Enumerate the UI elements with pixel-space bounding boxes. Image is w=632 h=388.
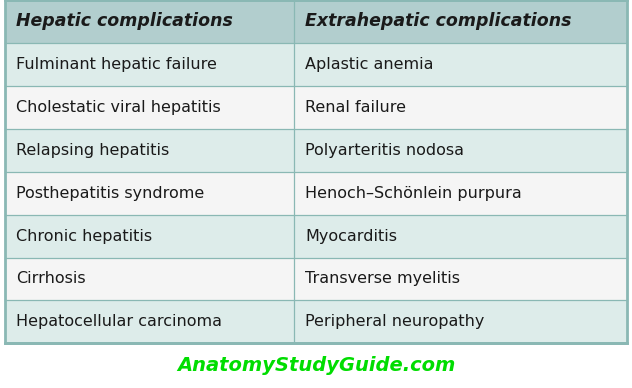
Bar [5,215,294,258]
Text: Henoch–Schönlein purpura: Henoch–Schönlein purpura [305,185,522,201]
Bar [5,43,294,86]
Text: Transverse myelitis: Transverse myelitis [305,272,460,286]
Text: Fulminant hepatic failure: Fulminant hepatic failure [16,57,217,72]
Bar [5,258,294,300]
Bar [294,215,627,258]
Bar [294,129,627,171]
Text: Cholestatic viral hepatitis: Cholestatic viral hepatitis [16,100,221,115]
Text: Chronic hepatitis: Chronic hepatitis [16,229,152,244]
Bar [5,300,294,343]
Bar [294,258,627,300]
Text: Posthepatitis syndrome: Posthepatitis syndrome [16,185,205,201]
Text: AnatomyStudyGuide.com: AnatomyStudyGuide.com [177,356,455,375]
Text: Renal failure: Renal failure [305,100,406,115]
Text: Hepatic complications: Hepatic complications [16,12,233,31]
Bar [5,0,627,343]
Text: Relapsing hepatitis: Relapsing hepatitis [16,143,169,158]
Bar [294,86,627,129]
Bar [294,171,627,215]
Text: Aplastic anemia: Aplastic anemia [305,57,434,72]
Text: Polyarteritis nodosa: Polyarteritis nodosa [305,143,465,158]
Bar [5,129,294,171]
Text: Cirrhosis: Cirrhosis [16,272,86,286]
Bar [5,0,294,43]
Bar [294,300,627,343]
Text: Hepatocellular carcinoma: Hepatocellular carcinoma [16,314,222,329]
Bar [5,171,294,215]
Bar [294,0,627,43]
Bar [294,43,627,86]
Text: Peripheral neuropathy: Peripheral neuropathy [305,314,485,329]
Bar [5,86,294,129]
Text: Extrahepatic complications: Extrahepatic complications [305,12,572,31]
Text: Myocarditis: Myocarditis [305,229,398,244]
